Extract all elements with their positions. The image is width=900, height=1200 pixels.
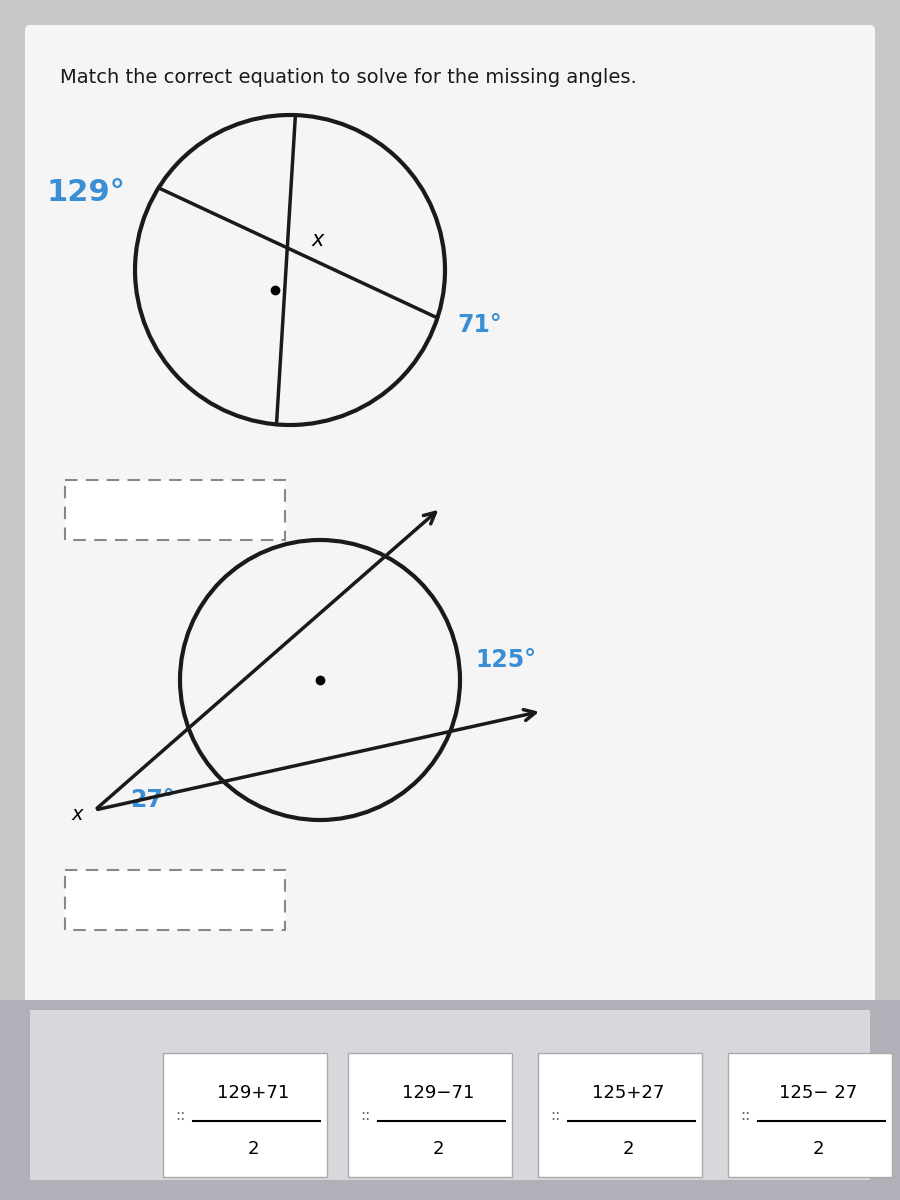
Text: x: x — [71, 805, 83, 824]
Text: 2: 2 — [812, 1140, 824, 1158]
Text: x: x — [311, 230, 324, 250]
FancyBboxPatch shape — [163, 1054, 327, 1177]
Text: 125°: 125° — [475, 648, 536, 672]
FancyBboxPatch shape — [348, 1054, 512, 1177]
Text: X=: X= — [73, 890, 103, 910]
FancyBboxPatch shape — [728, 1054, 892, 1177]
Text: ::: :: — [175, 1108, 185, 1122]
Text: 125− 27: 125− 27 — [778, 1085, 857, 1103]
Text: ::: :: — [740, 1108, 751, 1122]
Bar — [30, 1010, 870, 1180]
Text: 129−71: 129−71 — [401, 1085, 474, 1103]
Text: 125+27: 125+27 — [592, 1085, 664, 1103]
Text: 129°: 129° — [46, 178, 125, 206]
Bar — [65, 480, 285, 540]
Text: 129+71: 129+71 — [217, 1085, 289, 1103]
Text: X=: X= — [73, 500, 103, 520]
Text: 2: 2 — [248, 1140, 259, 1158]
Text: 2: 2 — [432, 1140, 444, 1158]
Text: Match the correct equation to solve for the missing angles.: Match the correct equation to solve for … — [60, 68, 637, 86]
Text: 27°: 27° — [130, 788, 175, 812]
Bar — [0, 1000, 900, 1200]
FancyBboxPatch shape — [25, 25, 875, 1015]
FancyBboxPatch shape — [538, 1054, 702, 1177]
Text: 71°: 71° — [457, 313, 502, 337]
Text: ::: :: — [550, 1108, 560, 1122]
Text: ::: :: — [360, 1108, 370, 1122]
Bar — [65, 870, 285, 930]
Text: 2: 2 — [622, 1140, 634, 1158]
